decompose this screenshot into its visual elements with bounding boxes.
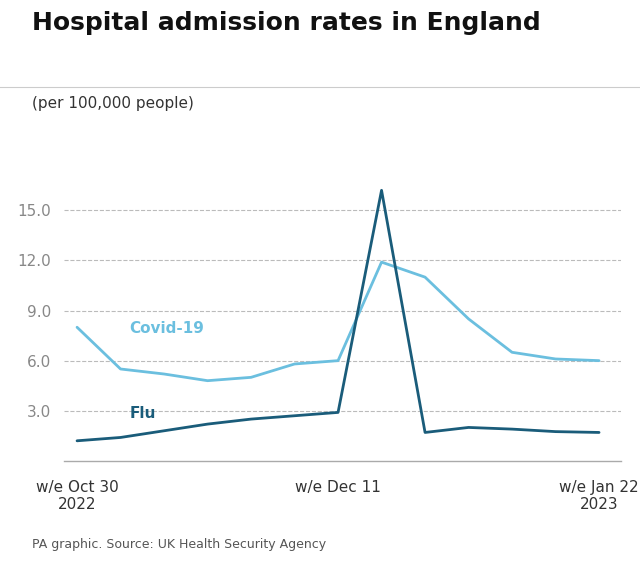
Text: Hospital admission rates in England: Hospital admission rates in England [32, 11, 541, 35]
Text: PA graphic. Source: UK Health Security Agency: PA graphic. Source: UK Health Security A… [32, 538, 326, 551]
Text: Covid-19: Covid-19 [129, 320, 204, 336]
Text: Flu: Flu [129, 406, 156, 421]
Text: (per 100,000 people): (per 100,000 people) [32, 96, 194, 111]
